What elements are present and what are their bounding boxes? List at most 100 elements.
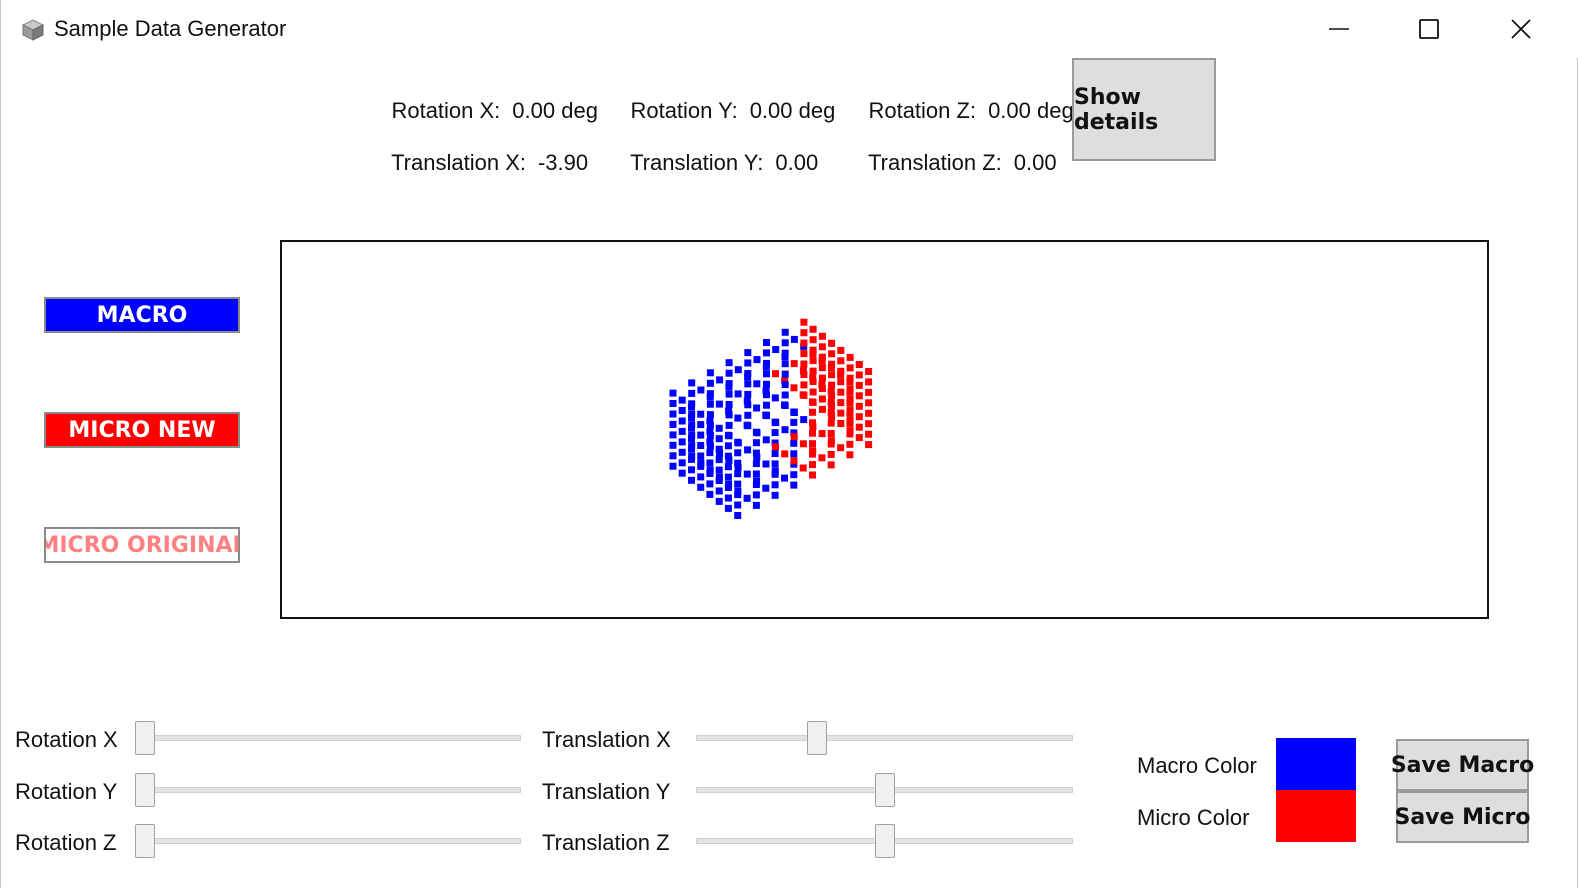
macro-point [771,467,779,475]
macro-point [706,411,714,419]
rotation-x-slider-thumb[interactable] [135,721,155,755]
macro-point [752,491,760,499]
macro-point [697,452,705,460]
macro-point [781,402,789,409]
save-micro-button[interactable]: Save Micro [1394,791,1531,843]
macro-point [734,449,742,457]
micro-point [809,461,816,469]
macro-point [771,450,779,457]
macro-point [781,349,789,357]
rotation-y-slider-track[interactable] [144,787,521,793]
macro-point [752,501,760,509]
macro-point [724,442,732,450]
micro-point [855,392,863,400]
micro-point [828,339,836,347]
macro-color-swatch[interactable] [1276,738,1356,790]
micro-point [800,371,808,378]
macro-point [669,462,677,470]
macro-point [734,470,742,478]
macro-point [678,448,686,456]
macro-point [706,438,714,446]
show-details-button[interactable]: Show details [1072,58,1216,161]
translation-x-slider-label: Translation X [542,727,671,752]
micro-point [827,398,835,406]
macro-point [697,431,705,439]
micro-point [809,429,816,437]
micro-point [818,353,826,361]
macro-point [752,460,760,468]
macro-point [688,476,695,484]
macro-point [744,401,752,409]
macro-point [715,400,723,408]
micro-point [818,454,826,462]
rotation-y-readout: Rotation Y: 0.00 deg [606,72,835,150]
micro-color-label: Micro Color [1137,805,1250,830]
minimize-button[interactable] [1293,0,1385,58]
macro-point [743,470,751,478]
macro-point [763,401,770,409]
micro-color-swatch[interactable] [1276,790,1356,842]
macro-point [678,469,686,477]
save-macro-button[interactable]: Save Macro [1391,739,1534,791]
micro-point [818,395,826,403]
micro-point [818,430,826,438]
macro-point [706,442,714,450]
macro-point [669,452,677,460]
translation-x-slider-thumb[interactable] [806,721,827,755]
micro-point [855,413,863,421]
maximize-button[interactable] [1383,0,1475,58]
macro-point [790,335,798,343]
macro-point [781,370,789,378]
translation-z-slider-label: Translation Z [542,830,670,855]
macro-point [744,446,752,454]
micro-point [818,381,826,389]
micro-point [837,409,845,417]
micro-point [865,378,873,386]
macro-point [763,370,770,378]
rotation-z-slider-track[interactable] [144,838,521,844]
macro-point [753,453,761,461]
macro-point [669,441,677,449]
translation-y-slider-thumb[interactable] [874,773,895,807]
macro-point [725,359,733,367]
macro-point [724,452,732,460]
macro-point [724,473,732,481]
macro-point [734,439,742,447]
rotation-z-slider-thumb[interactable] [135,824,155,858]
close-button[interactable] [1475,0,1567,58]
translation-x-slider-track[interactable] [696,735,1073,741]
macro-point [725,456,733,464]
macro-point [706,400,714,408]
macro-point [790,439,798,447]
micro-point [799,464,807,472]
macro-point [706,466,714,474]
macro-point [697,442,705,449]
point-cloud-canvas[interactable] [282,242,1487,617]
macro-point [706,490,714,498]
micro-point [846,440,854,448]
legend-micro-original: MICRO ORIGINAL [44,527,240,563]
rotation-y-slider-thumb[interactable] [135,773,155,807]
translation-z-slider-thumb[interactable] [874,824,895,858]
macro-point [743,397,751,405]
point-cloud-viewport[interactable] [280,240,1489,619]
rotation-x-slider-track[interactable] [144,735,521,741]
macro-point [725,407,733,415]
macro-point [743,494,751,502]
micro-point [855,361,863,368]
micro-point [809,447,817,455]
micro-point [818,385,826,392]
micro-point [827,437,835,445]
macro-point [763,380,770,388]
macro-point [706,432,714,439]
translation-y-readout-label: Translation Y: [630,150,764,175]
macro-point [781,339,789,347]
micro-point [809,423,817,431]
macro-point [763,339,770,346]
micro-point [828,402,836,410]
macro-point [734,501,742,509]
cube-icon [21,18,45,42]
close-icon [1511,19,1531,39]
rotation-x-slider-label: Rotation X [15,727,118,752]
macro-point [678,407,686,414]
